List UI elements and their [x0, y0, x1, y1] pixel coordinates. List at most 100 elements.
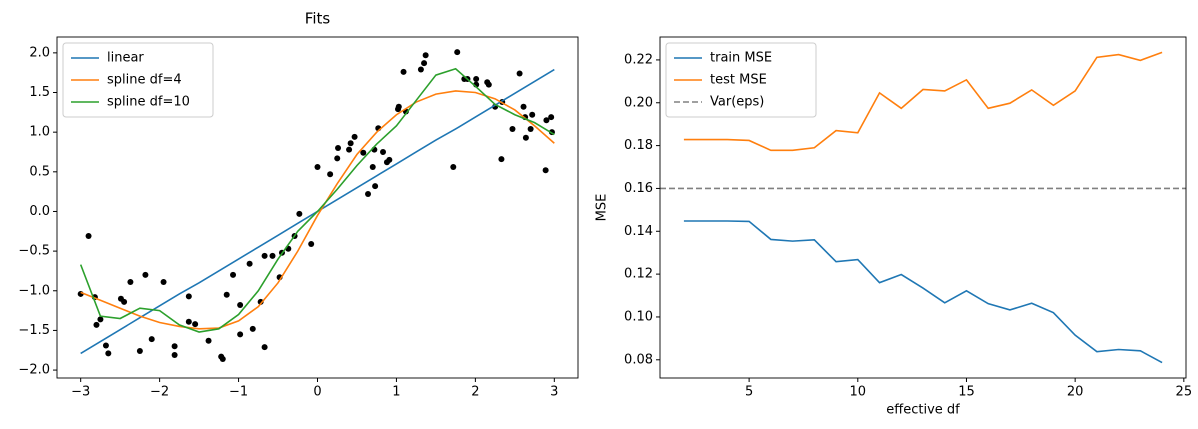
scatter-point: [85, 233, 92, 240]
scatter-point: [205, 337, 212, 344]
y-tick-label: 0.16: [624, 181, 653, 196]
x-tick-label: 3: [550, 385, 558, 400]
scatter-point: [386, 156, 393, 163]
axes: Fits −3 −2 −1 0 1 2 3 −2.0 −1.5 −1.0 −0.5 0.0 0.5 1.0 1…: [18, 10, 579, 400]
scatter-point: [369, 164, 376, 171]
legend-frame: [665, 42, 817, 118]
scatter-point: [171, 343, 178, 350]
scatter-point: [296, 210, 303, 217]
scatter-point: [246, 260, 253, 267]
scatter-point: [171, 352, 178, 359]
x-tick-label: 1: [392, 385, 400, 400]
scatter-point: [529, 111, 536, 118]
scatter-point: [136, 348, 143, 355]
scatter-point: [520, 103, 527, 110]
legend-label: train MSE: [710, 51, 772, 66]
x-tick-label: 10: [850, 385, 867, 400]
y-tick-label: −0.5: [18, 244, 50, 259]
scatter-point: [372, 183, 379, 190]
scatter-point: [105, 350, 112, 357]
legend-label: spline df=10: [107, 95, 190, 110]
y-tick-label: 1.0: [29, 125, 50, 140]
scatter-point: [509, 125, 516, 132]
scatter-point: [102, 342, 109, 349]
scatter-point: [261, 252, 268, 259]
y-tick-label: −1.5: [18, 323, 50, 338]
y-tick-label: 0.20: [624, 95, 653, 110]
y-tick-label: 0.08: [624, 352, 653, 367]
scatter-point: [308, 240, 315, 247]
scatter-point: [223, 291, 230, 298]
scatter-point: [522, 134, 529, 141]
legend: train MSE test MSE Var(eps): [665, 42, 817, 118]
scatter-point: [548, 114, 555, 121]
scatter-point: [422, 52, 429, 59]
scatter-point: [257, 298, 264, 305]
scatter-point: [450, 164, 457, 171]
y-tick-label: −1.0: [18, 283, 50, 298]
x-tick-label: −1: [229, 385, 248, 400]
scatter-point: [335, 145, 342, 152]
scatter-point: [121, 298, 128, 305]
x-axis-label: effective df: [886, 403, 960, 418]
chart-title: Fits: [305, 10, 331, 28]
scatter-point: [160, 279, 167, 286]
scatter-point: [237, 331, 244, 338]
series-line: [80, 90, 555, 330]
scatter-point: [417, 66, 424, 73]
scatter-point: [542, 167, 549, 174]
scatter-point: [543, 117, 550, 124]
scatter-point: [516, 70, 523, 77]
scatter-point: [346, 146, 353, 153]
plot-area: [660, 51, 1186, 364]
scatter-point: [527, 125, 534, 132]
scatter-point: [230, 271, 237, 278]
scatter-point: [127, 279, 134, 286]
scatter-point: [237, 302, 244, 309]
x-tick-label: 0: [313, 385, 321, 400]
scatter-point: [185, 293, 192, 300]
series-line: [683, 220, 1163, 364]
scatter-point: [454, 49, 461, 56]
y-tick-label: 2.0: [29, 45, 50, 60]
scatter-point: [360, 149, 367, 156]
scatter-point: [421, 60, 428, 67]
x-tick-label: −3: [71, 385, 90, 400]
scatter-point: [185, 318, 192, 325]
scatter-point: [395, 103, 402, 110]
scatter-point: [192, 321, 199, 328]
y-tick-label: −2.0: [18, 363, 50, 378]
scatter-point: [261, 344, 268, 351]
scatter-point: [400, 68, 407, 75]
scatter-point: [347, 140, 354, 147]
y-tick-label: 0.5: [29, 164, 50, 179]
y-tick-label: 1.5: [29, 85, 50, 100]
series-line: [683, 51, 1163, 152]
scatter-point: [142, 271, 149, 278]
scatter-point: [498, 156, 505, 163]
scatter-point: [485, 81, 492, 88]
scatter-point: [148, 336, 155, 343]
legend-frame: [62, 42, 214, 118]
scatter-point: [219, 355, 226, 362]
plot-area: [77, 49, 555, 362]
scatter-point: [473, 76, 480, 83]
scatter-point: [351, 133, 358, 140]
scatter-point: [269, 252, 276, 259]
y-tick-label: 0.22: [624, 52, 653, 67]
scatter-point: [249, 325, 256, 332]
scatter-point: [327, 171, 334, 178]
axes-frame: [56, 36, 579, 379]
scatter-point: [93, 321, 100, 328]
y-tick-label: 0.12: [624, 267, 653, 282]
legend-label: test MSE: [710, 73, 767, 88]
y-tick-label: 0.18: [624, 138, 653, 153]
axes: effective df MSE 5 10 15 20 25 0.08 0.10 0.12 0.14…: [595, 36, 1192, 418]
y-tick-label: 0.14: [624, 224, 653, 239]
x-tick-label: 2: [471, 385, 479, 400]
legend-label: spline df=4: [107, 73, 182, 88]
x-tick-label: 5: [745, 385, 753, 400]
y-tick-label: 0.10: [624, 309, 653, 324]
scatter-point: [314, 164, 321, 171]
